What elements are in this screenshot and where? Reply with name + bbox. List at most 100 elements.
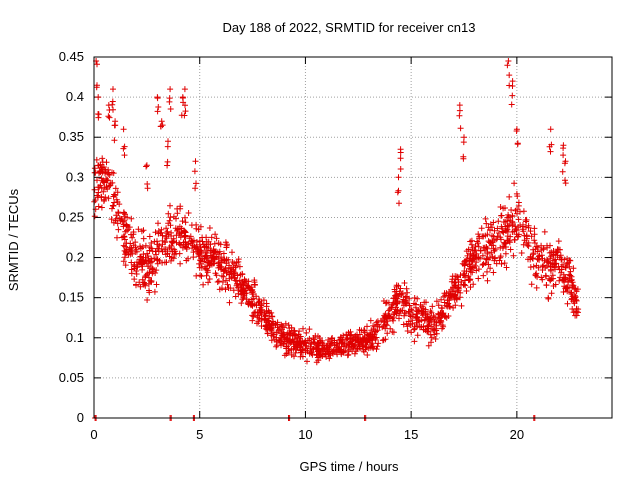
data-point	[212, 231, 219, 238]
data-point	[123, 222, 130, 229]
data-point	[463, 268, 470, 275]
data-point	[169, 254, 175, 261]
data-point	[570, 265, 577, 272]
data-point	[550, 283, 557, 289]
data-point	[179, 218, 186, 225]
data-point	[224, 281, 231, 288]
data-point	[336, 340, 343, 347]
data-point	[480, 233, 487, 240]
data-point	[555, 238, 562, 245]
data-point	[213, 235, 220, 242]
data-point	[426, 315, 433, 322]
data-point	[191, 168, 198, 175]
data-point	[343, 336, 350, 343]
data-point	[154, 95, 161, 102]
data-point	[315, 342, 322, 349]
data-point	[179, 244, 186, 251]
data-point	[257, 304, 264, 311]
data-point	[541, 257, 548, 264]
data-point	[532, 240, 538, 246]
data-point	[176, 241, 183, 248]
data-point	[172, 225, 179, 232]
data-point	[463, 288, 470, 294]
data-point	[533, 262, 540, 269]
x-axis-label: GPS time / hours	[300, 459, 399, 474]
data-point	[547, 242, 553, 249]
data-point	[422, 306, 429, 313]
data-point	[419, 310, 426, 317]
data-point	[99, 155, 106, 162]
data-point	[489, 232, 495, 239]
y-tick-label: 0.05	[59, 370, 84, 385]
data-point	[207, 262, 213, 268]
data-point	[103, 177, 110, 184]
y-tick-label: 0.2	[66, 250, 84, 265]
data-point	[386, 313, 393, 319]
data-point	[390, 311, 397, 318]
data-point	[198, 255, 205, 262]
data-point	[473, 267, 480, 274]
data-point	[452, 288, 458, 295]
data-point	[216, 286, 223, 293]
data-point	[566, 284, 572, 291]
data-point	[564, 300, 571, 307]
data-point	[487, 265, 494, 272]
data-point	[518, 250, 525, 256]
data-point	[334, 351, 341, 358]
data-point	[220, 273, 227, 280]
data-point	[268, 324, 275, 331]
data-point	[143, 271, 150, 278]
data-point	[164, 250, 171, 257]
data-point	[282, 320, 289, 327]
data-point	[226, 299, 233, 306]
axis-ticks: 0 0.05 0.1 0.15 0.2 0.25 0.3 0.35 0.4 0.45 0 5 10 15 2…	[59, 49, 612, 442]
data-point	[502, 250, 509, 257]
data-point	[91, 165, 98, 172]
data-point	[487, 227, 493, 234]
data-point	[505, 214, 512, 221]
data-point	[284, 334, 291, 341]
data-point	[309, 351, 316, 358]
data-point	[125, 251, 132, 258]
data-point	[395, 174, 402, 181]
data-point	[475, 275, 482, 282]
data-point	[206, 262, 213, 269]
data-point	[177, 260, 184, 267]
data-point	[568, 289, 575, 296]
data-point	[248, 284, 255, 291]
data-point	[167, 202, 173, 209]
x-tick-label: 20	[510, 427, 524, 442]
data-point	[268, 337, 275, 344]
data-point	[474, 238, 481, 245]
data-point	[185, 210, 192, 216]
y-tick-label: 0.35	[59, 129, 84, 144]
data-point	[406, 302, 413, 309]
data-point	[541, 228, 548, 235]
data-point	[198, 261, 205, 267]
data-point	[203, 272, 210, 279]
data-point	[287, 330, 294, 337]
data-point	[519, 226, 526, 233]
data-point	[190, 254, 197, 261]
data-point	[498, 223, 505, 230]
data-point	[559, 168, 566, 175]
x-tick-label: 5	[196, 427, 203, 442]
data-point	[364, 352, 371, 358]
data-point	[222, 286, 229, 293]
data-point	[514, 141, 521, 148]
data-point	[163, 235, 170, 242]
data-point	[395, 187, 402, 194]
data-point	[192, 185, 199, 192]
data-point	[414, 313, 420, 320]
data-point	[494, 225, 501, 232]
data-point	[480, 244, 487, 251]
data-point	[458, 302, 465, 309]
data-point	[452, 279, 459, 286]
data-point	[203, 234, 210, 241]
data-point	[428, 334, 435, 341]
data-point	[560, 271, 567, 278]
data-point	[467, 238, 474, 245]
data-point	[269, 330, 276, 336]
y-tick-label: 0.25	[59, 209, 84, 224]
data-point	[364, 323, 370, 330]
